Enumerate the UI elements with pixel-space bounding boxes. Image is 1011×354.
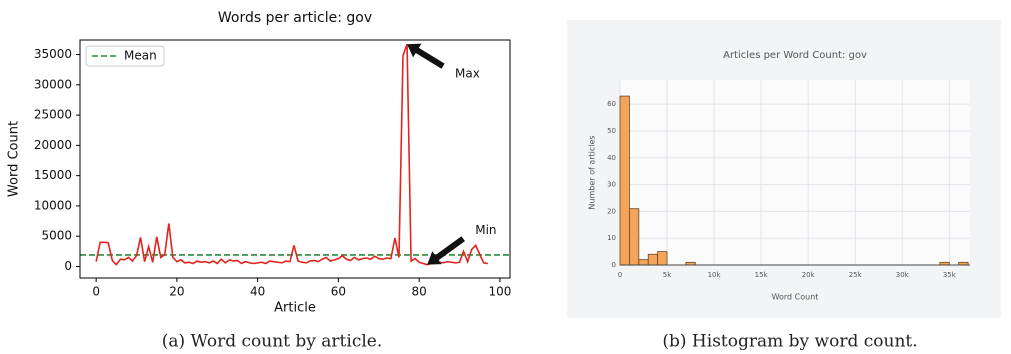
x-tick-label: 35k [943,271,957,279]
y-tick-label: 30000 [34,77,72,91]
y-tick-label: 0 [64,259,72,273]
caption: (a) Word count by article. [162,332,383,352]
histogram-bar [629,208,640,266]
y-tick-label: 35000 [34,47,72,61]
y-axis-label: Number of articles [588,135,597,209]
x-tick-label: 15k [755,271,769,279]
x-tick-label: 20 [169,285,184,299]
x-axis-label: Article [274,301,316,316]
y-tick-label: 60 [607,100,616,108]
x-tick-label: 0 [618,271,622,279]
y-tick-label: 20000 [34,138,72,152]
x-tick-label: 25k [849,271,863,279]
annotation-arrow [407,43,445,69]
x-tick-label: 10k [708,271,722,279]
x-axis-label: Word Count [772,293,819,302]
x-tick-label: 100 [488,285,511,299]
y-tick-label: 40 [607,154,616,162]
x-tick-label: 20k [802,271,816,279]
histogram-bar [657,251,668,266]
x-tick-label: 30k [896,271,910,279]
y-tick-label: 10 [607,234,616,242]
chart-title: Articles per Word Count: gov [723,50,867,61]
y-tick-label: 10000 [34,198,72,212]
chart-title: Words per article: gov [218,10,372,26]
caption: (b) Histogram by word count. [662,332,917,352]
x-tick-label: 80 [412,285,427,299]
y-tick-label: 50 [607,127,616,135]
plot-background [620,80,970,265]
y-tick-label: 30 [607,181,616,189]
data-line [95,43,488,266]
x-tick-label: 40 [250,285,265,299]
x-tick-label: 60 [331,285,346,299]
annotation-label: Min [475,223,496,237]
legend-label: Mean [124,49,157,63]
x-tick-label: 0 [92,285,100,299]
histogram-bar [638,259,649,266]
annotation-arrow [427,236,465,265]
y-tick-label: 15000 [34,168,72,182]
x-tick-label: 5k [663,271,672,279]
y-tick-label: 20 [607,207,616,215]
histogram-bar [619,95,630,266]
legend-box [85,45,165,67]
histogram-bar [647,253,659,266]
annotation-label: Max [455,67,480,81]
y-tick-label: 0 [612,261,616,269]
y-axis-label: Word Count [7,121,22,197]
y-tick-label: 5000 [41,229,72,243]
y-tick-label: 25000 [34,108,72,122]
plot-frame [79,39,511,279]
